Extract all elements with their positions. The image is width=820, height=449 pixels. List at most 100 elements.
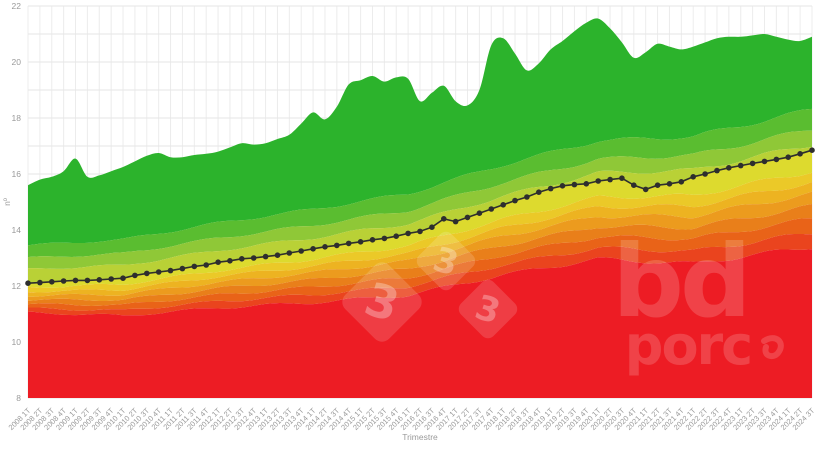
y-tick-label: 8 [16, 393, 21, 403]
area-band [28, 147, 812, 284]
y-axis-title: nº [2, 198, 12, 206]
x-axis-title: Trimestre [402, 432, 438, 442]
mean-dot [619, 175, 625, 181]
mean-dot [571, 181, 578, 188]
mean-dot [215, 259, 221, 266]
mean-dot [179, 265, 186, 272]
mean-dot [60, 278, 67, 284]
mean-dot [678, 179, 685, 185]
mean-dot [595, 178, 601, 184]
mean-dot [49, 279, 55, 285]
mean-dot [452, 218, 459, 225]
mean-dot [132, 272, 138, 279]
mean-dot [167, 267, 174, 274]
area-band [28, 108, 812, 258]
area-band [28, 204, 812, 306]
y-tick-label: 20 [12, 57, 22, 67]
area-band [28, 191, 812, 302]
logo-diamond-bottom [458, 279, 518, 339]
bdporc-porc: porc [625, 314, 751, 377]
mean-dot [227, 258, 233, 264]
mean-dot [714, 167, 720, 174]
mean-dot [369, 237, 376, 243]
mean-dot [239, 255, 245, 262]
mean-dot [773, 156, 780, 163]
mean-dot [155, 269, 162, 275]
area-band [28, 18, 812, 246]
y-tick-label: 10 [12, 337, 22, 347]
watermark-bdporc: bd porc [612, 223, 784, 377]
mean-dot [250, 255, 257, 261]
mean-dot [429, 224, 435, 230]
mean-dot [749, 160, 756, 167]
mean-dot [809, 147, 815, 153]
area-band [28, 182, 812, 297]
y-tick-label: 16 [12, 169, 22, 179]
mean-dot [37, 279, 43, 286]
area-band [28, 172, 812, 293]
area-band [28, 150, 812, 288]
mean-dot [405, 230, 411, 237]
mean-dot [203, 262, 209, 268]
mean-dot [25, 280, 31, 287]
mean-dot [761, 158, 768, 165]
band-areas [28, 18, 812, 398]
mean-dot [108, 276, 114, 282]
mean-dot [441, 216, 447, 222]
watermark-333: 3 3 3 [342, 231, 518, 342]
mean-dot [381, 235, 388, 242]
mean-dot [666, 181, 673, 187]
mean-dot [785, 154, 791, 160]
mean-dot [690, 174, 696, 180]
mean-dot [536, 189, 542, 195]
mean-dot [191, 263, 198, 270]
y-tick-label: 18 [12, 113, 22, 123]
mean-dot [488, 206, 495, 212]
area-band [28, 234, 812, 316]
mean-dot [310, 246, 316, 252]
mean-dot [607, 176, 613, 183]
mean-dot [547, 185, 554, 192]
mean-dot [274, 252, 281, 258]
mean-dot [476, 210, 483, 216]
mean-dot [393, 233, 400, 239]
mean-dot [322, 244, 328, 250]
mean-dot [72, 277, 79, 284]
mean-dot [286, 250, 293, 256]
mean-dot [583, 181, 590, 187]
mean-dot [500, 202, 507, 208]
mean-dot [726, 165, 732, 171]
mean-dot [654, 182, 661, 188]
mean-dot [345, 240, 352, 247]
logo-diamond-large [342, 262, 422, 342]
mean-dot [631, 182, 637, 188]
bdporc-pigtail-icon [761, 335, 784, 360]
mean-dot [737, 162, 744, 169]
mean-dot [357, 239, 364, 245]
mean-dot [144, 270, 150, 277]
bdporc-bd: bd [612, 223, 747, 340]
mean-dot [417, 228, 423, 235]
area-band [28, 218, 812, 311]
mean-dot [642, 186, 649, 193]
area-band [28, 130, 812, 269]
y-tick-label: 12 [12, 281, 22, 291]
mean-dot [512, 197, 518, 204]
mean-dot [559, 183, 566, 189]
mean-dot [524, 194, 530, 200]
mean-line-layer [25, 147, 815, 287]
mean-dot [797, 151, 803, 157]
mean-dot [464, 214, 471, 221]
logo-diamond-top [416, 231, 476, 291]
mean-dot [334, 242, 340, 249]
mean-dot [298, 248, 305, 254]
area-band [28, 249, 812, 398]
mean-dot [262, 253, 269, 260]
mean-dot [120, 275, 126, 282]
mean-dot [84, 277, 91, 284]
y-tick-label: 14 [12, 225, 22, 235]
mean-dot [702, 171, 708, 177]
y-tick-label: 22 [12, 1, 22, 11]
